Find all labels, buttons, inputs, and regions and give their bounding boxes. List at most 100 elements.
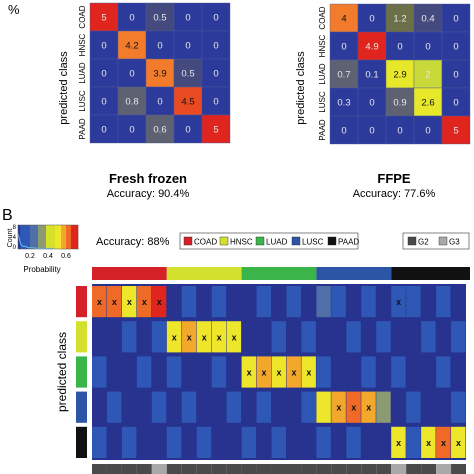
- grade-bar-segment: [271, 464, 287, 474]
- colorbar-segment: [56, 225, 58, 249]
- colorbar-segment: [25, 225, 27, 249]
- colorbar-segment: [69, 225, 71, 249]
- cell-value-label: 0: [101, 69, 106, 80]
- probability-cell: [301, 321, 316, 353]
- probability-cell: [316, 286, 331, 318]
- predicted-mark: x: [276, 368, 281, 378]
- probability-cell: [211, 286, 227, 318]
- heatmap-cell: [89, 2, 119, 32]
- fresh-frozen-accuracy: Accuracy: 90.4%: [107, 188, 190, 200]
- colorbar-segment: [54, 225, 56, 249]
- probability-cell: [376, 321, 391, 353]
- colorbar-x-tick: 0.6: [61, 253, 71, 260]
- heatmap-cell: [441, 115, 471, 145]
- colorbar-segment: [26, 225, 28, 249]
- colorbar-segment: [73, 225, 75, 249]
- grade-bar-segment: [226, 464, 242, 474]
- predicted-mark: x: [396, 438, 401, 448]
- predicted-mark: x: [202, 332, 207, 342]
- cell-value-label: 0: [425, 42, 430, 53]
- grade-bar-segment: [451, 464, 466, 474]
- predicted-class-strip: [76, 286, 87, 318]
- colorbar-segment: [63, 225, 65, 249]
- cell-value-label: 0: [397, 126, 402, 137]
- colorbar-segment: [76, 225, 78, 249]
- probability-cell: [166, 286, 182, 318]
- heatmap-cell: [117, 114, 147, 144]
- probability-cell: [406, 391, 421, 423]
- colorbar-segment: [28, 225, 30, 249]
- colorbar-segment: [68, 225, 70, 249]
- probability-cell: [226, 391, 242, 423]
- probability-cell: [211, 391, 227, 423]
- heatmap-cell: [173, 2, 203, 32]
- legend-class-label: LUAD: [266, 238, 288, 247]
- true-class-strip: [92, 267, 167, 280]
- ffpe-y-axis-label: predicted class: [295, 51, 307, 125]
- heatmap-cell: [441, 59, 471, 89]
- predicted-mark: x: [396, 297, 401, 307]
- grade-bar-segment: [136, 464, 152, 474]
- probability-cell: [451, 286, 466, 318]
- probability-cell: [316, 321, 331, 353]
- probability-cell: [256, 391, 272, 423]
- colorbar-segment: [38, 225, 40, 249]
- probability-cell: [451, 321, 466, 353]
- colorbar-segment: [44, 225, 46, 249]
- colorbar-probability-label: Probability: [23, 265, 60, 274]
- cell-value-label: 0: [185, 41, 190, 52]
- cell-value-label: 4.9: [365, 42, 378, 53]
- panel-a-corner-label: %: [8, 2, 20, 17]
- predicted-mark: x: [142, 297, 147, 307]
- colorbar-segment: [29, 225, 31, 249]
- colorbar-segment: [23, 225, 25, 249]
- true-class-strip: [316, 267, 392, 280]
- cell-value-label: 0: [453, 70, 458, 81]
- cell-value-label: 0.6: [153, 125, 166, 136]
- probability-cell: [421, 391, 436, 423]
- probability-cell: [166, 356, 182, 388]
- probability-cell: [121, 391, 137, 423]
- heatmap-cell: [173, 58, 203, 88]
- colorbar-segment: [74, 225, 76, 249]
- probability-cell: [406, 286, 421, 318]
- heatmap-cell: [329, 59, 359, 89]
- probability-cell: [421, 286, 436, 318]
- colorbar-segment: [37, 225, 39, 249]
- legend-grade-label: G2: [418, 238, 429, 247]
- probability-cell: [92, 286, 107, 318]
- probability-cell: [121, 356, 137, 388]
- probability-cell: [136, 356, 152, 388]
- cell-value-label: 0: [129, 125, 134, 136]
- probability-cell: [331, 286, 346, 318]
- row-class-label: PAAD: [78, 118, 87, 139]
- probability-cell: [106, 321, 122, 353]
- probability-cell: [211, 356, 227, 388]
- colorbar-segment: [41, 225, 43, 249]
- heatmap-cell: [441, 31, 471, 61]
- probability-cell: [316, 356, 331, 388]
- colorbar-segment: [33, 225, 35, 249]
- true-class-strip: [166, 267, 242, 280]
- probability-cell: [106, 286, 122, 318]
- cell-value-label: 2: [425, 70, 430, 81]
- predicted-class-strip: [76, 391, 87, 423]
- row-class-label: LUSC: [78, 90, 87, 112]
- probability-cell: [196, 356, 212, 388]
- fresh-frozen-heatmap: 5 0 0.5 0 0 COAD 0 4.2 0 0 0 HNSC 0 0 3.9 0.5 0 LUAD 0 0.8 0…: [78, 2, 231, 144]
- probability-cell: [121, 426, 137, 458]
- colorbar-segment: [72, 225, 74, 249]
- probability-cell: [376, 286, 391, 318]
- probability-colorbar: 0.2 0.4 0.6 0 4 8: [13, 224, 79, 260]
- probability-cell: [166, 391, 182, 423]
- grade-bar-segment: [376, 464, 392, 474]
- panel-b-accuracy: Accuracy: 88%: [96, 236, 170, 248]
- heatmap-cell: [117, 58, 147, 88]
- grade-bar-segment: [92, 464, 107, 474]
- legend-swatch: [327, 236, 337, 246]
- colorbar-segment: [59, 225, 61, 249]
- row-class-label: COAD: [78, 5, 87, 28]
- probability-heatmap: x x x x x xx x x x xx x x x xx x xx x x x: [76, 267, 470, 474]
- colorbar-segment: [34, 225, 36, 249]
- colorbar-segment: [62, 225, 64, 249]
